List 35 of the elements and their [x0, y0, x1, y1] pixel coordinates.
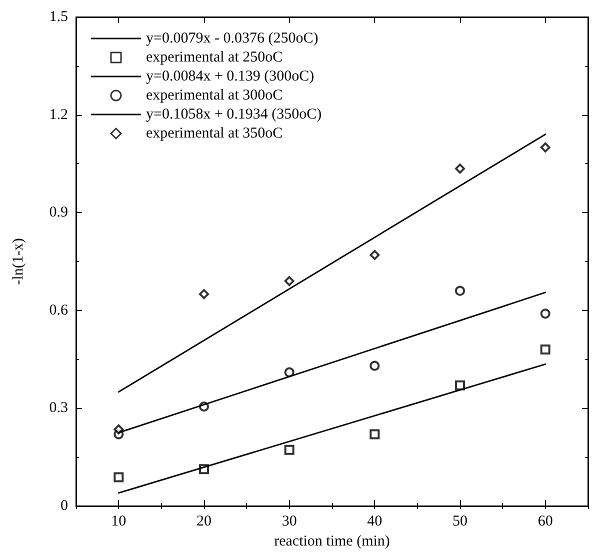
x-tick-label: 50: [452, 514, 468, 530]
legend-label: y=0.0084x + 0.139 (300oC): [146, 68, 314, 84]
point: [370, 429, 380, 440]
point: [114, 472, 124, 482]
legend-label: experimental at 350oC: [146, 126, 283, 142]
point: [284, 444, 294, 455]
legend-label: experimental at 250oC: [146, 50, 283, 66]
y-tick-label: 0.3: [49, 400, 68, 416]
x-tick-label: 20: [196, 514, 212, 530]
point: [284, 276, 294, 286]
legend-label: y=0.1058x + 0.1934 (350oC): [146, 106, 322, 122]
point: [455, 164, 465, 174]
legend-label: experimental at 300oC: [146, 88, 283, 104]
y-tick-label: 1.5: [49, 9, 68, 25]
legend-label: y=0.0079x - 0.0376 (250oC): [146, 30, 318, 46]
x-tick-label: 60: [538, 514, 553, 530]
point: [540, 142, 550, 152]
point: [370, 360, 380, 371]
y-tick-label: 0.9: [49, 204, 68, 221]
point: [540, 344, 550, 355]
point: [370, 250, 380, 260]
y-tick-label: 0: [60, 498, 68, 514]
y-tick-label: 1.2: [49, 106, 68, 123]
point: [455, 380, 465, 390]
x-tick-label: 40: [367, 514, 382, 530]
x-axis-title: reaction time (min): [274, 534, 390, 550]
y-axis-title: -ln(1-x): [10, 238, 26, 285]
x-tick-label: 10: [111, 514, 126, 530]
point: [284, 367, 294, 378]
y-tick-label: 0.6: [49, 302, 68, 318]
point: [199, 289, 209, 300]
point: [540, 308, 550, 319]
point: [455, 286, 465, 296]
x-tick-label: 30: [282, 514, 297, 530]
point: [114, 424, 124, 434]
